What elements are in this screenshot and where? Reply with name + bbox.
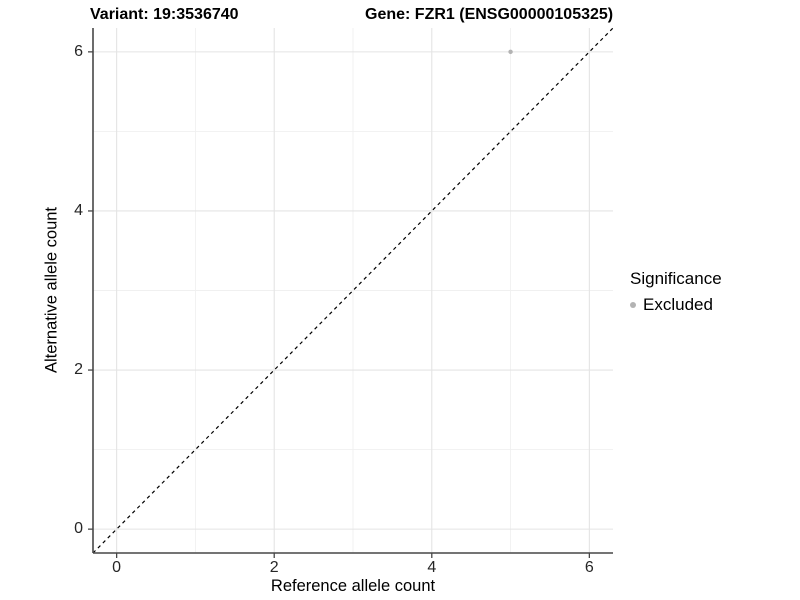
y-tick-label: 2 — [74, 361, 83, 379]
legend-item: Excluded — [630, 295, 722, 315]
x-tick-label: 2 — [269, 559, 279, 576]
legend: Significance Excluded — [630, 269, 722, 315]
y-tick-label: 0 — [74, 520, 83, 538]
y-tick-label: 6 — [74, 42, 83, 60]
gene-title: Gene: FZR1 (ENSG00000105325) — [365, 6, 614, 23]
legend-point-icon — [630, 302, 636, 308]
x-tick-label: 0 — [112, 559, 122, 576]
y-tick-label: 4 — [74, 201, 83, 219]
x-tick-label: 4 — [427, 559, 437, 576]
x-tick-label: 6 — [584, 559, 594, 576]
x-axis-title: Reference allele count — [270, 577, 436, 595]
legend-title: Significance — [630, 269, 722, 288]
legend-item-label: Excluded — [643, 295, 713, 314]
variant-title: Variant: 19:3536740 — [90, 6, 239, 23]
data-point — [508, 49, 513, 55]
y-axis-title: Alternative allele count — [42, 206, 61, 374]
